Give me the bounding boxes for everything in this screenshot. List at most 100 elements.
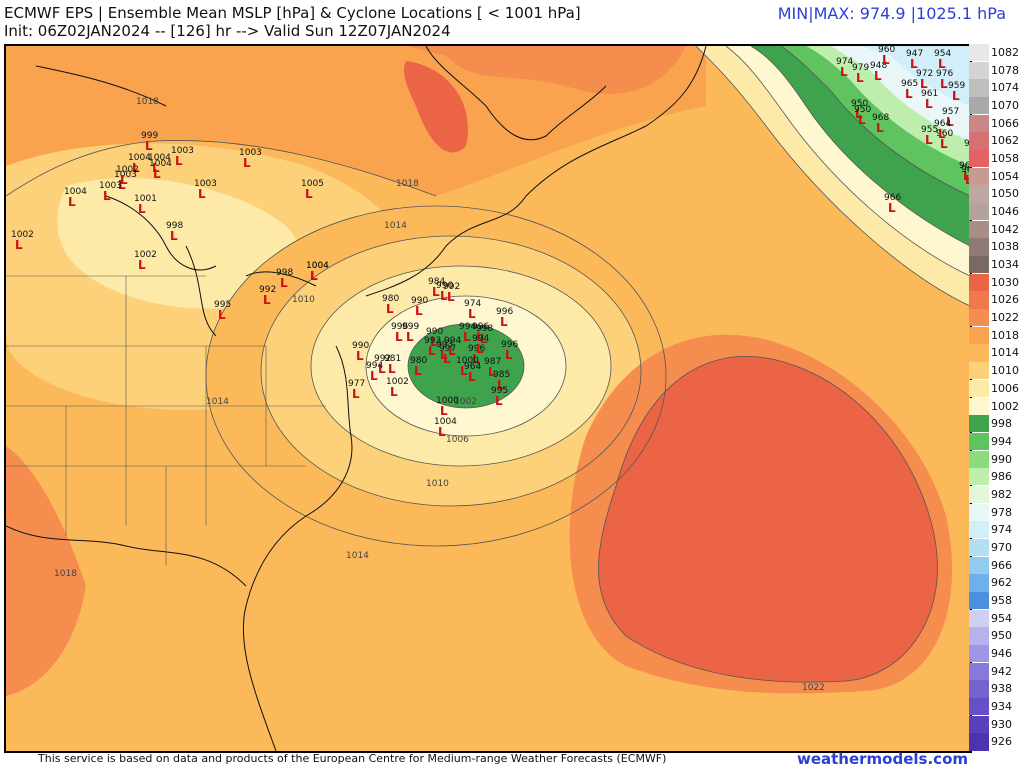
cyclone-pressure: 961 <box>921 89 938 99</box>
colorbar-step: 1074 <box>969 79 1021 97</box>
colorbar-step: 930 <box>969 715 1021 733</box>
colorbar-label: 1050 <box>991 187 1019 201</box>
cyclone-pressure: 994 <box>444 336 461 346</box>
colorbar-label: 970 <box>991 540 1012 554</box>
cyclone-marker: L <box>888 201 896 215</box>
cyclone-marker: L <box>925 97 933 111</box>
cyclone-marker: L <box>463 330 471 344</box>
colorbar-label: 994 <box>991 434 1012 448</box>
chart-header: ECMWF EPS | Ensemble Mean MSLP [hPa] & C… <box>4 4 581 40</box>
colorbar-swatch <box>969 644 989 663</box>
cyclone-marker: L <box>448 344 456 358</box>
cyclone-marker: L <box>963 169 970 183</box>
cyclone-pressure: 990 <box>411 296 428 306</box>
cyclone-marker: L <box>905 87 913 101</box>
cyclone-pressure: 1004 <box>149 159 172 169</box>
colorbar-swatch <box>969 167 989 185</box>
cyclone-pressure: 977 <box>348 379 365 389</box>
colorbar-label: 1062 <box>991 134 1019 148</box>
cyclone-marker: L <box>305 187 313 201</box>
colorbar-swatch <box>969 362 989 380</box>
cyclone-pressure: 1004 <box>128 153 151 163</box>
colorbar-step: 1034 <box>969 256 1021 274</box>
isobar-label: 1002 <box>454 397 477 407</box>
cyclone-pressure: 960 <box>961 165 970 175</box>
field-1026-labrador <box>404 61 468 153</box>
colorbar-swatch <box>969 680 989 698</box>
colorbar-swatch <box>969 733 989 751</box>
cyclone-pressure: 954 <box>934 49 951 59</box>
cyclone-pressure: 992 <box>374 354 391 364</box>
cyclone-pressure: 968 <box>872 113 889 123</box>
cyclone-pressure: 974 <box>836 57 853 67</box>
cyclone-marker: L <box>175 154 183 168</box>
cyclone-marker: L <box>910 57 918 71</box>
pressure-map: 1018 1018 1014 1014 1010 1010 1006 1002 … <box>6 46 970 751</box>
brand-link[interactable]: weathermodels.com <box>796 750 968 768</box>
cyclone-pressure: 1003 <box>99 181 122 191</box>
isobar-label: 1010 <box>426 479 449 489</box>
colorbar-step: 1006 <box>969 379 1021 398</box>
cyclone-pressure: 1002 <box>11 230 34 240</box>
cyclone-pressure: 992 <box>259 285 276 295</box>
colorbar-label: 954 <box>991 611 1012 625</box>
colorbar-label: 1054 <box>991 169 1019 183</box>
cyclone-pressure: 972 <box>916 69 933 79</box>
cyclone-pressure: 1004 <box>434 417 457 427</box>
colorbar-swatch <box>969 273 989 292</box>
colorbar-label: 930 <box>991 717 1012 731</box>
colorbar-label: 1066 <box>991 116 1019 130</box>
colorbar-swatch <box>969 627 989 645</box>
cyclone-marker: L <box>840 65 848 79</box>
cyclone-pressure: 990 <box>352 341 369 351</box>
cyclone-marker: L <box>370 369 378 383</box>
cyclone-pressure: 994 <box>472 334 489 344</box>
cyclone-pressure: 981 <box>384 354 401 364</box>
cyclone-pressure: 964 <box>934 119 951 129</box>
colorbar-label: 926 <box>991 735 1012 749</box>
colorbar-label: 1074 <box>991 81 1019 95</box>
cyclone-pressure: 965 <box>959 161 970 171</box>
cyclone-pressure: 996 <box>472 322 489 332</box>
isobar-labels: 1018 1018 1014 1014 1010 1010 1006 1002 … <box>54 97 825 693</box>
colorbar-step: 990 <box>969 450 1021 468</box>
isobar-label: 1010 <box>292 295 315 305</box>
cyclone-marker: L <box>390 385 398 399</box>
colorbar-step: 1058 <box>969 150 1021 168</box>
colorbar-step: 966 <box>969 556 1021 574</box>
colorbar-swatch <box>969 591 989 610</box>
cyclone-pressure: 990 <box>426 327 443 337</box>
cyclone-pressure: 1000 <box>456 356 479 366</box>
cyclone-pressure: 976 <box>936 69 953 79</box>
cyclone-marker: L <box>500 315 508 329</box>
cyclone-marker: L <box>198 187 206 201</box>
cyclone-pressure: 980 <box>382 294 399 304</box>
cyclone-marker: L <box>152 161 160 175</box>
cyclone-marker: L <box>428 344 436 358</box>
cyclone-marker: L <box>118 178 126 192</box>
cyclone-marker: L <box>263 293 271 307</box>
cyclone-pressure: 1005 <box>301 179 324 189</box>
colorbar-label: 998 <box>991 417 1012 431</box>
field-1022-north <box>6 46 686 94</box>
cyclone-pressure: 948 <box>870 61 887 71</box>
cyclone-pressure: 979 <box>852 63 869 73</box>
cyclone-marker: L <box>952 89 960 103</box>
cyclone-pressure: 960 <box>878 46 895 55</box>
cyclone-pressure: 980 <box>410 356 427 366</box>
